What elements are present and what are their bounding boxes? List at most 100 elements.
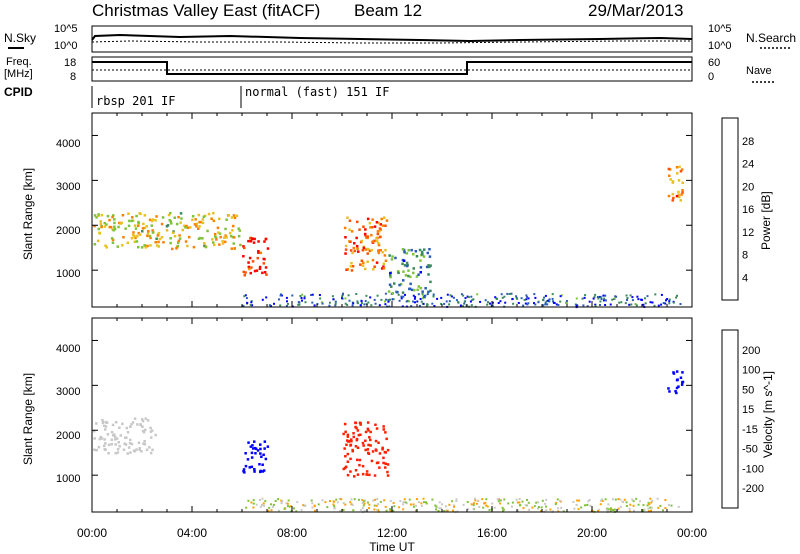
heatmap-cell (375, 461, 379, 465)
heatmap-cell (386, 448, 390, 452)
ground-scatter-cell (455, 500, 458, 503)
ground-scatter-cell (528, 508, 531, 511)
ground-scatter-cell (515, 295, 518, 298)
heatmap-cell (345, 443, 348, 446)
ground-scatter-cell (265, 296, 268, 299)
ground-scatter-cell (516, 509, 519, 512)
heatmap-cell (402, 259, 406, 262)
heatmap-cell (366, 448, 370, 451)
heatmap-cell (384, 224, 387, 227)
heatmap-cell (349, 470, 352, 473)
heatmap-cell (379, 249, 382, 252)
ground-scatter-cell (402, 501, 405, 504)
ground-scatter-cell (560, 294, 563, 297)
ground-scatter-cell (267, 509, 270, 512)
heatmap-cell (189, 226, 192, 229)
heatmap-cell (144, 246, 148, 249)
heatmap-cell (353, 249, 357, 253)
heatmap-cell (97, 214, 100, 217)
colorbar-tick-label: 200 (742, 345, 760, 357)
ground-scatter-cell (298, 301, 301, 304)
heatmap-cell (168, 219, 171, 222)
heatmap-cell (105, 246, 108, 249)
ground-scatter-cell (303, 297, 306, 300)
ground-scatter-cell (467, 296, 470, 299)
ground-scatter-cell (412, 505, 415, 508)
ground-scatter-cell (440, 296, 443, 299)
velocity-colorbar-label: Velocity [m s^-1] (761, 371, 775, 458)
heatmap-cell (210, 217, 213, 220)
ground-scatter-cell (623, 498, 626, 501)
heatmap-cell (402, 279, 405, 282)
heatmap-cell (407, 269, 410, 272)
ground-scatter-cell (293, 507, 295, 510)
ground-scatter-cell (488, 509, 491, 511)
heatmap-cell (422, 255, 426, 258)
heatmap-cell (396, 291, 399, 294)
ground-scatter-cell (586, 504, 589, 506)
heatmap-cell (244, 464, 248, 468)
ground-scatter-cell (341, 295, 344, 298)
ground-scatter-cell (668, 298, 671, 301)
ground-scatter-cell (363, 502, 366, 505)
heatmap-cell (380, 267, 384, 270)
ground-scatter-cell (496, 298, 498, 300)
ground-scatter-cell (360, 302, 363, 305)
ground-scatter-cell (384, 505, 387, 508)
heatmap-cell (346, 452, 350, 456)
heatmap-cell (427, 273, 430, 276)
heatmap-cell (179, 212, 183, 215)
ground-scatter-cell (424, 294, 427, 297)
ground-scatter-cell (517, 302, 520, 304)
heatmap-cell (177, 239, 181, 243)
ground-scatter-cell (408, 498, 411, 501)
heatmap-cell (157, 245, 160, 248)
ground-scatter-cell (635, 497, 638, 500)
heatmap-cell (368, 249, 372, 253)
heatmap-cell (218, 217, 221, 221)
heatmap-cell (384, 462, 387, 465)
heatmap-cell (103, 225, 107, 228)
heatmap-cell (104, 425, 108, 428)
ground-scatter-cell (642, 509, 645, 512)
ground-scatter-cell (599, 295, 602, 298)
heatmap-cell (265, 273, 268, 276)
heatmap-cell (355, 244, 359, 248)
power-ytick-1000: 1000 (56, 268, 80, 280)
ground-scatter-cell (537, 301, 540, 304)
heatmap-cell (177, 215, 180, 219)
ground-scatter-cell (278, 298, 280, 301)
ground-scatter-cell (537, 501, 540, 504)
heatmap-cell (114, 421, 118, 424)
ground-scatter-cell (548, 300, 551, 303)
ground-scatter-cell (445, 505, 447, 508)
heatmap-cell (366, 235, 370, 238)
ground-scatter-cell (592, 297, 595, 300)
heatmap-cell (263, 240, 266, 243)
heatmap-cell (179, 221, 182, 224)
ground-scatter-cell (607, 503, 610, 506)
x-axis-label: Time UT (369, 540, 415, 554)
heatmap-cell (679, 170, 683, 173)
heatmap-cell (113, 438, 117, 441)
ground-scatter-cell (507, 502, 510, 505)
heatmap-cell (369, 444, 372, 447)
ground-scatter-cell (660, 293, 663, 296)
ground-scatter-cell (543, 296, 546, 299)
heatmap-cell (375, 427, 379, 430)
ground-scatter-cell (524, 302, 527, 305)
heatmap-cell (368, 436, 371, 439)
heatmap-cell (377, 221, 381, 225)
ground-scatter-cell (559, 295, 562, 298)
ground-scatter-cell (560, 506, 563, 509)
heatmap-cell (415, 255, 419, 258)
heatmap-cell (138, 447, 141, 450)
ground-scatter-cell (672, 301, 675, 304)
ground-scatter-cell (634, 303, 637, 305)
ground-scatter-cell (412, 294, 415, 297)
heatmap-cell (249, 445, 253, 448)
heatmap-cell (681, 189, 684, 192)
heatmap-cell (136, 234, 139, 238)
ground-scatter-cell (531, 506, 534, 509)
date-label: 29/Mar/2013 (588, 1, 683, 20)
